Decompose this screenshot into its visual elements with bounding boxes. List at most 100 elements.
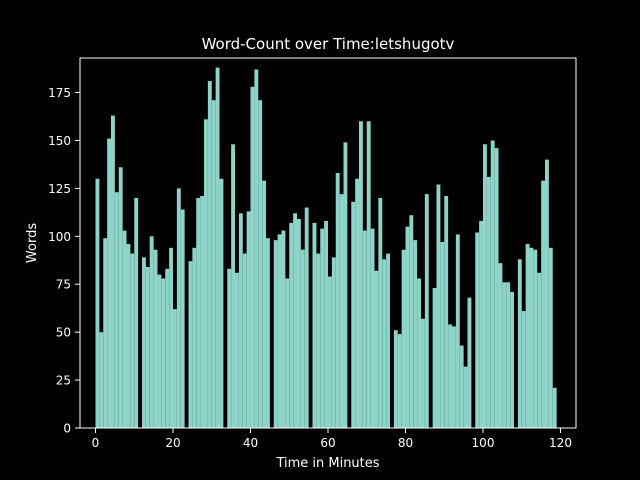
bar	[293, 213, 298, 428]
bar	[207, 81, 212, 428]
x-tick-label: 0	[92, 436, 100, 450]
bar	[304, 207, 309, 428]
bar	[386, 253, 391, 428]
bar	[417, 278, 422, 428]
bar	[126, 243, 131, 428]
bar	[324, 220, 329, 428]
y-tick-label: 175	[48, 86, 71, 100]
bar	[359, 121, 363, 428]
bar	[95, 178, 100, 428]
x-tick-label: 40	[243, 436, 258, 450]
x-tick-label: 80	[398, 436, 413, 450]
x-tick-label: 60	[320, 436, 335, 450]
bar	[107, 138, 112, 428]
bar	[335, 173, 340, 428]
bar	[374, 270, 379, 428]
chart-title: Word-Count over Time:letshugotv	[202, 35, 455, 53]
bar	[452, 326, 456, 428]
bar	[246, 211, 251, 428]
bar	[498, 263, 503, 428]
bar	[153, 249, 158, 428]
bar	[266, 238, 270, 428]
bar	[533, 249, 538, 428]
bar	[421, 318, 425, 428]
bar	[254, 69, 259, 428]
bar	[188, 261, 193, 428]
bar	[122, 230, 127, 428]
bar	[343, 142, 348, 428]
x-tick-label: 20	[165, 436, 180, 450]
bar	[545, 159, 549, 429]
bar	[432, 288, 437, 428]
bar	[238, 213, 243, 428]
bar	[285, 278, 290, 428]
bar	[382, 259, 387, 428]
bar	[114, 192, 119, 428]
y-tick-label: 0	[63, 422, 71, 436]
bar	[525, 243, 530, 428]
bar	[200, 196, 205, 428]
bar	[297, 219, 301, 428]
bar	[467, 297, 472, 428]
bar	[490, 140, 495, 428]
bar	[215, 67, 220, 428]
bar	[444, 196, 449, 428]
bar	[320, 228, 325, 428]
bar	[262, 180, 267, 428]
bar	[118, 167, 123, 428]
bar	[258, 100, 263, 429]
x-tick-label: 100	[472, 436, 495, 450]
bar	[339, 194, 344, 428]
bar	[351, 201, 356, 428]
bar	[409, 215, 414, 428]
bar	[289, 222, 294, 428]
bar	[405, 226, 410, 428]
y-tick-label: 25	[56, 374, 71, 388]
bar	[219, 178, 224, 428]
y-axis-label: Words	[25, 223, 40, 263]
bar	[378, 197, 383, 428]
bar	[231, 144, 236, 428]
bar	[316, 253, 321, 428]
bar	[552, 387, 557, 428]
x-axis-label: Time in Minutes	[275, 456, 379, 471]
bar	[211, 100, 216, 429]
bar	[145, 266, 150, 428]
bar	[99, 332, 104, 428]
bars-group	[95, 67, 557, 429]
bar	[355, 178, 360, 428]
bar	[331, 257, 336, 428]
bar	[157, 274, 162, 428]
bar	[273, 240, 278, 428]
bar	[370, 228, 375, 428]
y-tick-label: 125	[48, 182, 71, 196]
bar	[169, 247, 174, 428]
bar	[161, 278, 166, 428]
bar	[173, 309, 177, 428]
bar	[510, 291, 515, 428]
bar	[165, 268, 170, 428]
bar	[483, 144, 487, 428]
bar	[486, 176, 491, 428]
bar	[281, 230, 286, 428]
bar	[529, 247, 534, 428]
bar	[176, 188, 181, 428]
bar	[328, 276, 332, 428]
bar	[130, 253, 135, 428]
bar	[440, 242, 445, 428]
bar	[424, 194, 429, 428]
x-tick-label: 120	[549, 436, 572, 450]
bar	[479, 220, 484, 428]
bar	[312, 222, 317, 428]
bar	[300, 249, 305, 428]
bar	[227, 268, 232, 428]
bar	[204, 119, 208, 428]
x-axis: 0 20 40 60 80 100 120	[92, 428, 572, 450]
bar	[506, 282, 511, 428]
bar	[436, 184, 441, 428]
y-tick-label: 75	[56, 278, 71, 292]
bar	[111, 115, 115, 428]
bar	[521, 311, 526, 428]
y-tick-label: 150	[48, 134, 71, 148]
